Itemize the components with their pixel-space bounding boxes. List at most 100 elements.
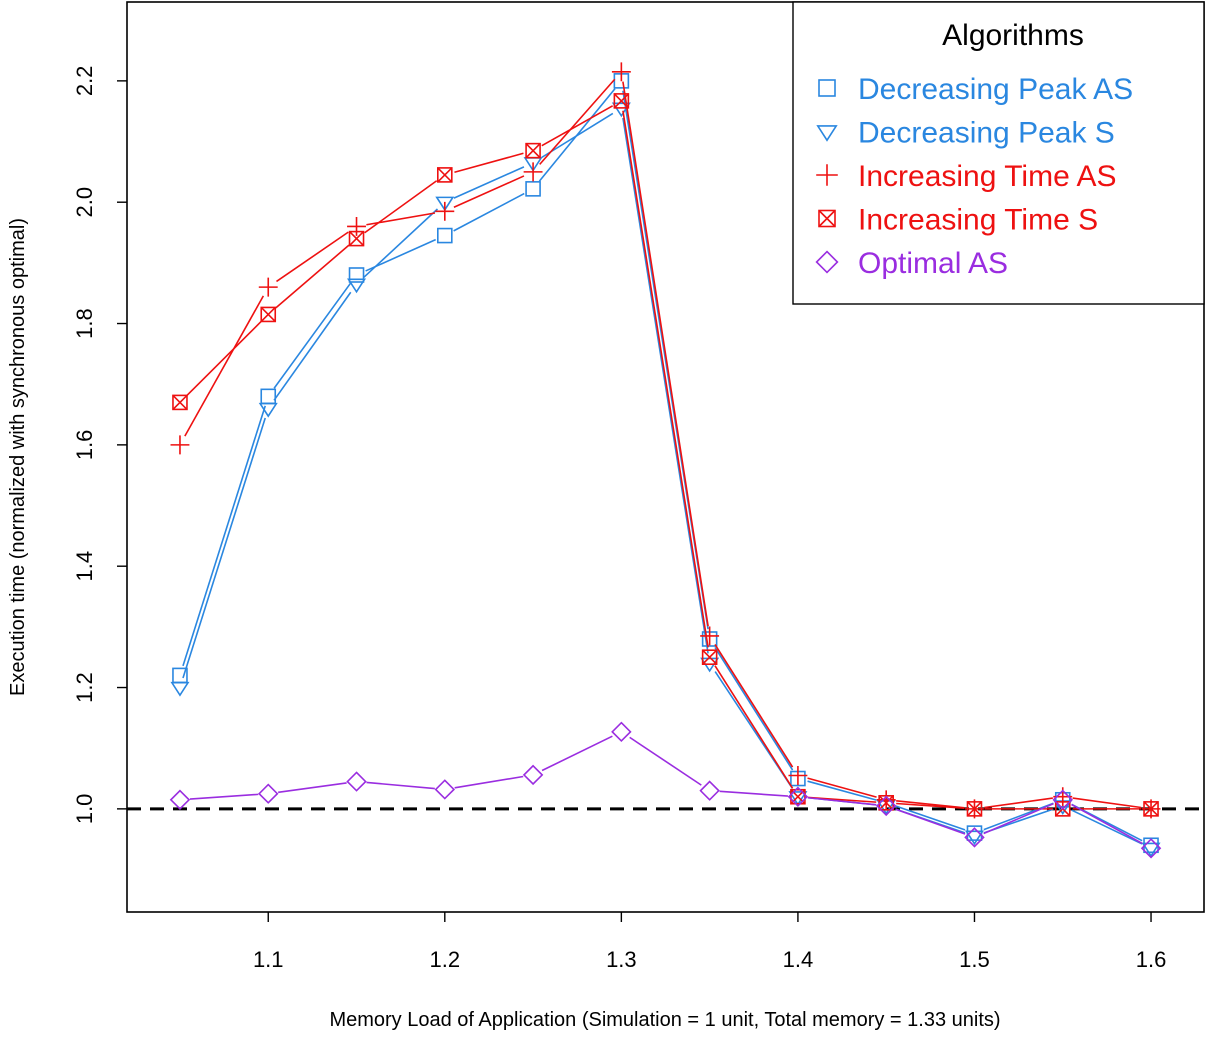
marker-triangle: [347, 278, 367, 294]
x-tick-label: 1.1: [253, 947, 284, 972]
marker-square: [818, 79, 836, 97]
marker-plus: [700, 626, 720, 646]
series-segment: [714, 647, 794, 771]
series-segment: [364, 180, 438, 234]
marker-diamond: [875, 795, 897, 817]
marker-boxed-x: [260, 306, 277, 323]
marker-boxed-x: [701, 649, 718, 666]
axes: 1.1 1.2 1.3 1.4 1.5 1.6 1.0 1.2 1.4 1.6 1.8 2.0 2.2: [72, 66, 1166, 972]
marker-boxed-x-cross: [966, 801, 983, 817]
series-segment: [984, 797, 1053, 809]
series-segment: [182, 405, 266, 667]
series-segment: [454, 152, 524, 174]
marker-diamond: [346, 771, 367, 792]
marker-boxed-x-cross: [260, 306, 276, 322]
series-segment: [186, 320, 262, 396]
series-segment: [278, 782, 347, 794]
y-tick-label: 1.4: [72, 551, 97, 582]
marker-diamond: [964, 827, 985, 848]
marker-boxed-x-cross: [818, 209, 836, 228]
series-segment: [189, 793, 259, 800]
y-tick-label: 1.2: [72, 672, 97, 703]
y-axis-title: Execution time (normalized with synchron…: [7, 218, 29, 696]
marker-triangle: [435, 196, 455, 212]
series-segment: [807, 777, 877, 798]
marker-diamond: [258, 783, 279, 804]
series-segment: [983, 802, 1054, 835]
marker-boxed-x-cross: [172, 394, 188, 410]
marker-diamond: [522, 764, 544, 786]
series-segment: [807, 780, 877, 801]
y-tick-label: 2.2: [72, 66, 97, 97]
marker-triangle: [170, 681, 190, 697]
legend: Algorithms Decreasing Peak ASDecreasing …: [792, 1, 1205, 305]
y-tick-label: 1.6: [72, 430, 97, 461]
series-segment: [273, 282, 352, 389]
legend-item: Decreasing Peak AS: [818, 73, 1133, 106]
marker-square: [348, 267, 365, 283]
series-segment: [453, 192, 525, 232]
marker-square: [525, 181, 541, 197]
legend-box: [792, 1, 1205, 305]
series-segment: [541, 112, 614, 159]
marker-diamond: [434, 779, 456, 800]
y-tick-label: 1.8: [72, 308, 97, 339]
legend-item: Optimal AS: [815, 247, 1008, 280]
marker-plus: [816, 164, 838, 186]
marker-boxed-x: [613, 93, 630, 109]
legend-item: Increasing Time S: [818, 204, 1098, 237]
series-segment: [895, 805, 966, 831]
series-segment: [714, 665, 794, 789]
marker-diamond: [169, 789, 191, 810]
series-segment: [622, 110, 709, 648]
series-segment: [622, 117, 709, 654]
marker-square: [437, 227, 453, 244]
marker-boxed-x-cross: [1143, 801, 1159, 817]
marker-square: [260, 388, 277, 405]
y-tick-label: 2.0: [72, 187, 97, 218]
legend-label: Optimal AS: [858, 247, 1008, 280]
series-segment: [895, 808, 966, 835]
x-axis-title: Memory Load of Application (Simulation =…: [329, 1009, 1000, 1031]
marker-diamond: [787, 786, 809, 807]
series-segment: [453, 175, 525, 208]
x-tick-label: 1.6: [1136, 947, 1167, 972]
series-segment: [541, 105, 614, 147]
marker-boxed-x-cross: [525, 143, 541, 159]
legend-label: Decreasing Peak AS: [858, 73, 1133, 106]
marker-boxed-x: [818, 209, 836, 228]
marker-boxed-x-cross: [613, 93, 629, 109]
legend-label: Decreasing Peak S: [858, 117, 1115, 150]
x-tick-label: 1.4: [783, 947, 814, 972]
marker-triangle: [964, 830, 984, 846]
marker-plus: [435, 201, 455, 221]
legend-label: Increasing Time S: [858, 204, 1098, 237]
legend-label: Increasing Time AS: [858, 160, 1116, 193]
series-segment: [276, 231, 349, 283]
marker-plus: [611, 62, 631, 82]
series-segment: [622, 81, 709, 627]
marker-triangle: [258, 402, 278, 418]
marker-boxed-x: [1143, 801, 1159, 817]
marker-boxed-x: [966, 801, 983, 817]
legend-items: Decreasing Peak AS Decreasing Peak S Incre…: [815, 73, 1133, 280]
series-optimal-as: [169, 721, 1162, 859]
legend-title: Algorithms: [942, 19, 1084, 52]
series-segment: [983, 802, 1054, 831]
marker-square: [1143, 837, 1159, 854]
series-segment: [719, 790, 788, 797]
x-tick-label: 1.5: [959, 947, 990, 972]
series-segment: [1071, 803, 1143, 845]
marker-plus: [523, 162, 543, 182]
marker-triangle: [816, 125, 838, 142]
marker-plus: [258, 277, 278, 297]
marker-boxed-x-cross: [878, 795, 894, 811]
marker-diamond: [611, 721, 632, 743]
series-segment: [629, 736, 702, 786]
marker-boxed-x: [525, 142, 541, 159]
marker-boxed-x: [348, 230, 365, 247]
series-segment: [539, 78, 616, 165]
series-group: [169, 62, 1162, 859]
x-tick-label: 1.2: [430, 947, 461, 972]
